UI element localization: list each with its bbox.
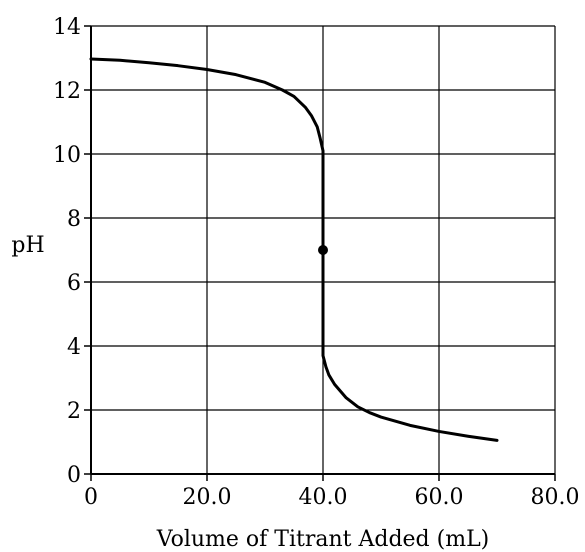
y-tick-label: 14 [53,15,81,40]
x-tick-label: 60.0 [415,485,464,510]
y-tick-label: 8 [67,207,81,232]
tick-labels: 0 20.0 40.0 60.0 80.0 0 2 4 6 8 10 12 14 [53,15,579,510]
x-axis-label: Volume of Titrant Added (mL) [156,527,490,552]
y-axis-label: pH [11,233,44,258]
x-tick-label: 80.0 [531,485,580,510]
y-tick-label: 4 [67,335,81,360]
y-tick-label: 2 [67,399,81,424]
y-tick-label: 6 [67,271,81,296]
equivalence-point [318,245,328,255]
series [89,57,499,442]
titration-curve [89,57,499,442]
y-tick-label: 0 [67,463,81,488]
axes [84,25,556,481]
x-tick-label: 0 [84,485,98,510]
y-tick-label: 12 [53,79,81,104]
x-tick-label: 40.0 [299,485,348,510]
x-tick-label: 20.0 [183,485,232,510]
annotations [318,245,328,255]
y-tick-label: 10 [53,143,81,168]
